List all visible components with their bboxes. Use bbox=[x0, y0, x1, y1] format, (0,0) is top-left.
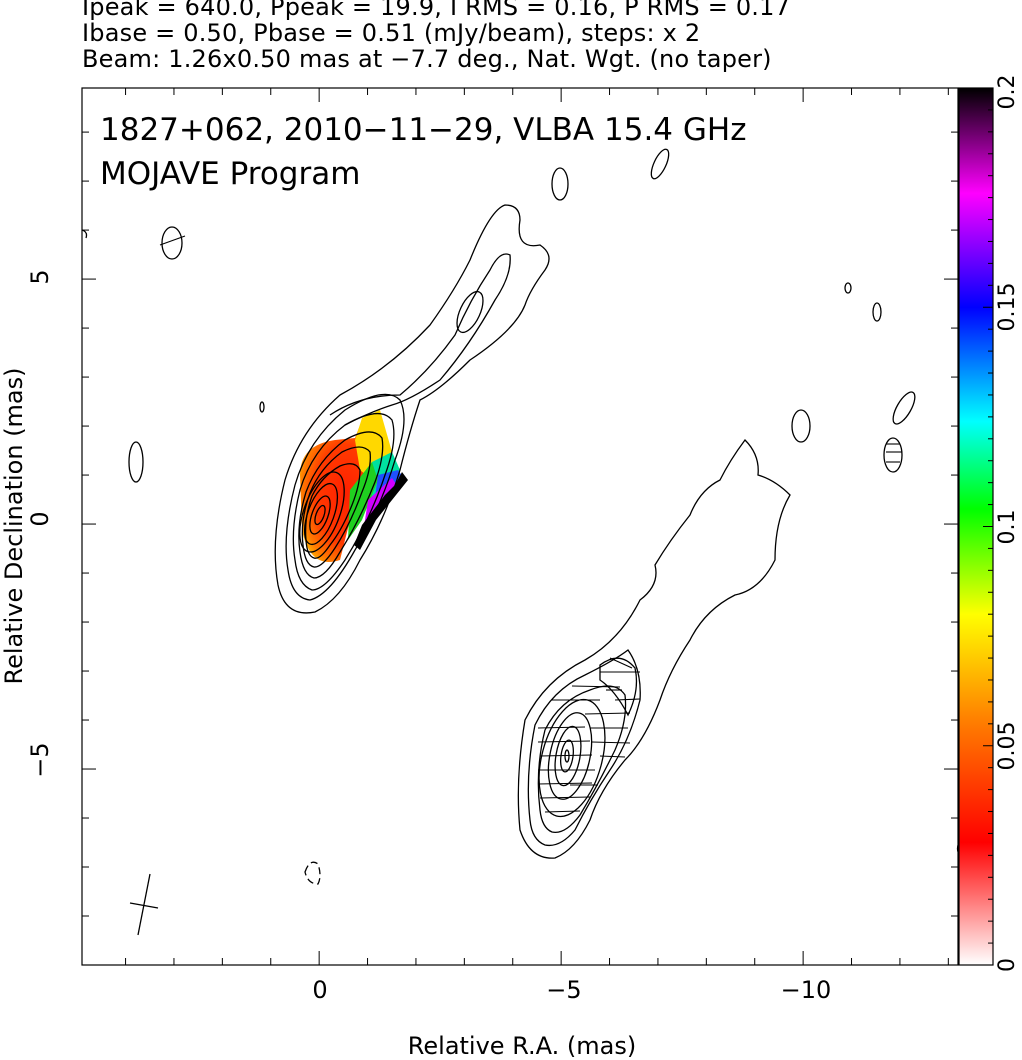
colorbar-tick-label: 0.15 bbox=[995, 283, 1020, 332]
x-tick-label: −5 bbox=[546, 976, 581, 1004]
polarization-color-map bbox=[300, 410, 408, 562]
colorbar-tick-label: 0.1 bbox=[995, 510, 1020, 545]
plot-frame bbox=[81, 87, 959, 966]
x-axis-title: Relative R.A. (mas) bbox=[408, 1032, 636, 1060]
header-line-beam: Beam: 1.26x0.50 mas at −7.7 deg., Nat. W… bbox=[82, 45, 772, 73]
colorbar-tick-label: 0.2 bbox=[995, 75, 1020, 110]
plot-subtitle: MOJAVE Program bbox=[100, 156, 360, 192]
x-tick-label: 0 bbox=[312, 976, 327, 1004]
x-tick-labels: 0 −5 −10 bbox=[312, 976, 831, 1004]
plot-title: 1827+062, 2010−11−29, VLBA 15.4 GHz bbox=[100, 112, 746, 148]
colorbar-tick-label: 0.05 bbox=[995, 722, 1020, 771]
y-tick-labels: 5 0 −5 bbox=[26, 269, 54, 777]
y-tick-label: 5 bbox=[26, 269, 54, 284]
intensity-contours bbox=[82, 148, 958, 885]
beam-symbol bbox=[129, 873, 159, 936]
y-axis-title: Relative Declination (mas) bbox=[0, 367, 28, 684]
colorbar: 0 0.05 0.1 0.15 0.2 bbox=[958, 75, 1020, 972]
header-line-peak: Ipeak = 640.0, Ppeak = 19.9, I RMS = 0.1… bbox=[82, 0, 791, 21]
polarization-vectors bbox=[159, 235, 902, 813]
header-info: Ipeak = 640.0, Ppeak = 19.9, I RMS = 0.1… bbox=[82, 0, 982, 72]
x-tick-label: −10 bbox=[781, 976, 832, 1004]
y-tick-label: 0 bbox=[26, 511, 54, 526]
header-line-base: Ibase = 0.50, Pbase = 0.51 (mJy/beam), s… bbox=[82, 19, 701, 47]
colorbar-tick-label: 0 bbox=[995, 958, 1020, 972]
y-tick-label: −5 bbox=[26, 742, 54, 777]
